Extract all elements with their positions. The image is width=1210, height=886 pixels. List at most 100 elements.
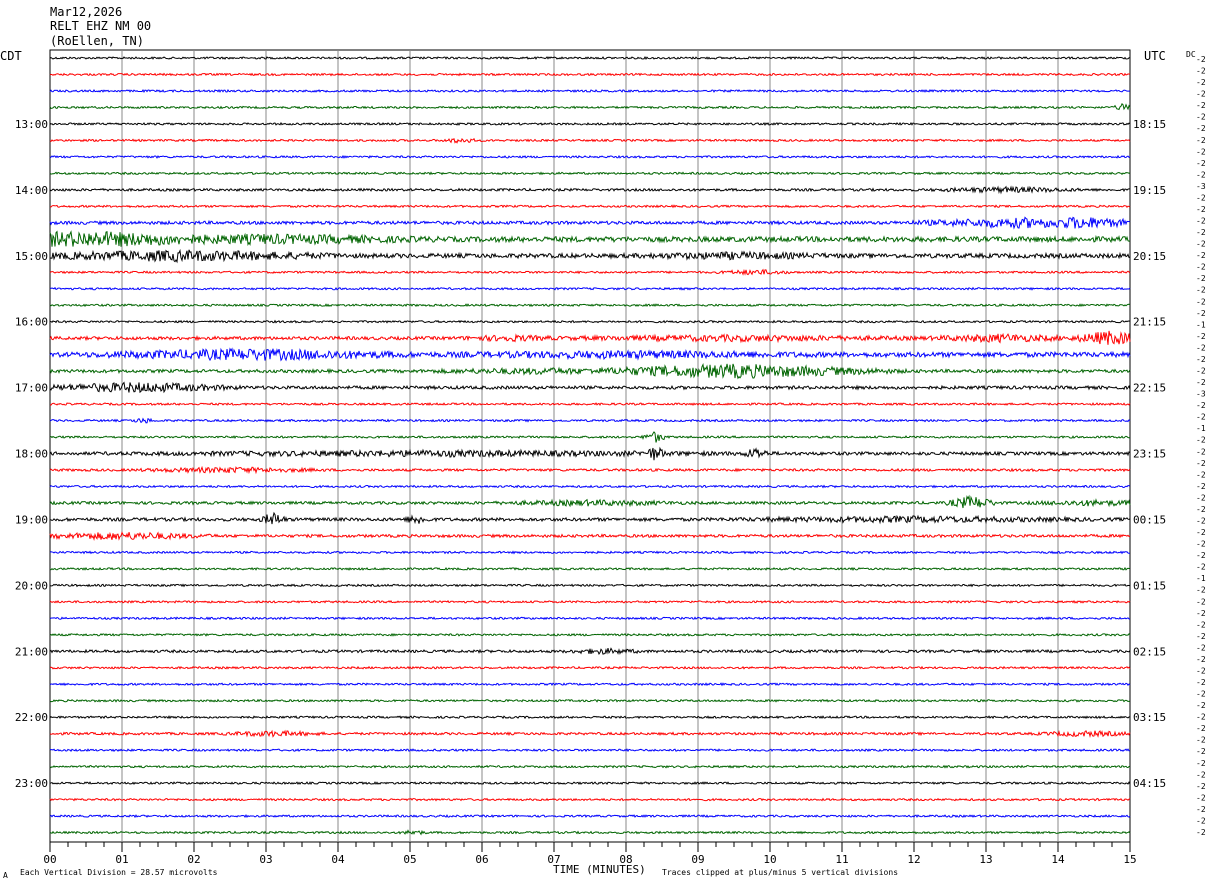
x-axis-title: TIME (MINUTES) xyxy=(553,863,646,876)
right-hour-label: 21:15 xyxy=(1133,316,1166,329)
trace-line xyxy=(49,171,1131,176)
dc-offset-value: -2 xyxy=(1196,401,1206,410)
dc-offset-value: -2 xyxy=(1196,78,1206,87)
trace-line xyxy=(49,216,1131,230)
dc-offset-value: -2 xyxy=(1196,793,1206,802)
right-hour-label: 03:15 xyxy=(1133,711,1166,724)
trace-line xyxy=(49,797,1131,802)
trace-line xyxy=(49,494,1131,509)
dc-offset-value: -2 xyxy=(1196,205,1206,214)
right-hour-label: 20:15 xyxy=(1133,250,1166,263)
trace-line xyxy=(49,511,1131,525)
dc-offset-value: -2 xyxy=(1196,528,1206,537)
trace-line xyxy=(49,154,1131,159)
left-hour-label: 21:00 xyxy=(15,645,48,658)
dc-offset-value: -2 xyxy=(1196,297,1206,306)
left-hour-label: 18:00 xyxy=(15,448,48,461)
dc-offset-value: -2 xyxy=(1196,286,1206,295)
trace-line xyxy=(49,698,1131,703)
x-tick-label: 15 xyxy=(1123,853,1136,866)
plot-frame xyxy=(49,49,1131,843)
x-axis: 00 01 02 03 04 05 06 07 08 09 10 11 12 13 14 15 xyxy=(43,842,1137,866)
left-hour-label: 23:00 xyxy=(15,777,48,790)
trace-line xyxy=(49,330,1131,345)
x-tick-label: 14 xyxy=(1051,853,1065,866)
right-hour-label: 02:15 xyxy=(1133,645,1166,658)
dc-offset-value: -2 xyxy=(1196,101,1206,110)
right-hour-labels: 18:15 19:15 20:15 21:15 22:15 23:15 00:15 01:15… xyxy=(1133,118,1166,790)
trace-line xyxy=(49,204,1131,209)
trace-group xyxy=(49,55,1131,836)
dc-offset-value: -2 xyxy=(1196,482,1206,491)
dc-offset-value: -2 xyxy=(1196,540,1206,549)
left-hour-label: 19:00 xyxy=(15,513,48,526)
minute-gridlines xyxy=(121,50,1059,842)
trace-line xyxy=(49,417,1131,424)
dc-offset-value: -2 xyxy=(1196,136,1206,145)
trace-line xyxy=(49,583,1131,588)
dc-offset-value: -2 xyxy=(1196,413,1206,422)
dc-offset-value: -2 xyxy=(1196,493,1206,502)
left-hour-label: 16:00 xyxy=(15,316,48,329)
dc-offset-value: -2 xyxy=(1196,355,1206,364)
dc-offset-value: -2 xyxy=(1196,217,1206,226)
dc-offset-value: -2 xyxy=(1196,701,1206,710)
x-tick-label: 12 xyxy=(907,853,920,866)
dc-offset-value: -2 xyxy=(1196,67,1206,76)
dc-offset-value: -2 xyxy=(1196,609,1206,618)
dc-offset-value: -2 xyxy=(1196,817,1206,826)
dc-offset-value: -2 xyxy=(1196,332,1206,341)
dc-offset-value: -2 xyxy=(1196,170,1206,179)
dc-offset-value: -1 xyxy=(1196,424,1206,433)
trace-line xyxy=(49,531,1131,542)
dc-offset-value: -2 xyxy=(1196,505,1206,514)
trace-line xyxy=(49,829,1131,836)
clip-note: Traces clipped at plus/minus 5 vertical … xyxy=(662,868,898,877)
dc-offset-value: -3 xyxy=(1196,390,1206,399)
x-tick-label: 05 xyxy=(403,853,416,866)
x-tick-label: 13 xyxy=(979,853,992,866)
dc-offset-value: -2 xyxy=(1196,724,1206,733)
corner-mark: A xyxy=(3,871,8,880)
x-tick-label: 08 xyxy=(619,853,632,866)
trace-line xyxy=(49,121,1131,126)
dc-offset-value: -2 xyxy=(1196,782,1206,791)
x-tick-label: 11 xyxy=(835,853,848,866)
dc-offset-value: -2 xyxy=(1196,517,1206,526)
dc-offset-value: -2 xyxy=(1196,713,1206,722)
trace-line xyxy=(49,103,1131,111)
dc-offset-value: -3 xyxy=(1196,182,1206,191)
trace-line xyxy=(49,72,1131,77)
left-hour-label: 14:00 xyxy=(15,184,48,197)
dc-offset-value: -2 xyxy=(1196,90,1206,99)
x-tick-label: 10 xyxy=(763,853,776,866)
trace-line xyxy=(49,137,1131,144)
dc-offset-value: -2 xyxy=(1196,228,1206,237)
dc-offset-value: -2 xyxy=(1196,263,1206,272)
dc-offset-value: -2 xyxy=(1196,655,1206,664)
trace-line xyxy=(49,599,1131,604)
trace-line xyxy=(49,89,1131,93)
dc-offset-value: -2 xyxy=(1196,563,1206,572)
dc-offset-value: -2 xyxy=(1196,736,1206,745)
left-hour-label: 20:00 xyxy=(15,579,48,592)
x-tick-label: 01 xyxy=(115,853,128,866)
x-tick-label: 06 xyxy=(475,853,488,866)
dc-offset-value: -1 xyxy=(1196,574,1206,583)
trace-line xyxy=(49,781,1131,786)
x-tick-label: 00 xyxy=(43,853,56,866)
dc-offset-value: -2 xyxy=(1196,770,1206,779)
trace-line xyxy=(49,566,1131,571)
dc-offset-value: -2 xyxy=(1196,805,1206,814)
dc-offset-value: -2 xyxy=(1196,747,1206,756)
trace-line xyxy=(49,268,1131,276)
trace-line xyxy=(49,465,1131,475)
dc-offset-value: -2 xyxy=(1196,378,1206,387)
trace-line xyxy=(49,446,1131,461)
trace-line xyxy=(49,55,1131,60)
dc-offset-value: -2 xyxy=(1196,759,1206,768)
dc-offset-value: -2 xyxy=(1196,147,1206,156)
trace-line xyxy=(49,431,1131,443)
dc-offset-value: -2 xyxy=(1196,251,1206,260)
